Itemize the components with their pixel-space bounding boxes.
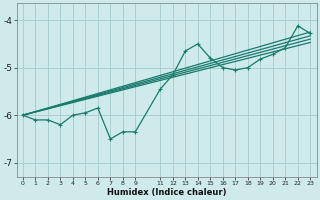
X-axis label: Humidex (Indice chaleur): Humidex (Indice chaleur) bbox=[107, 188, 226, 197]
